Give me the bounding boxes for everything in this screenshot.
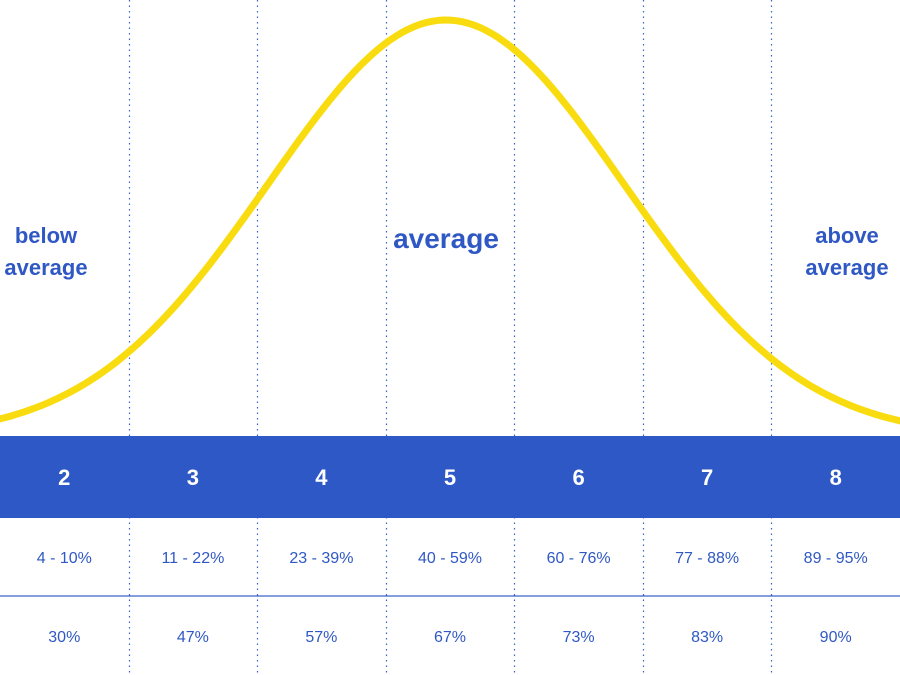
range-cell: 4 - 10% [37,550,92,567]
average-label: average [393,223,499,254]
value-cell: 30% [48,629,80,646]
range-cell: 77 - 88% [675,550,739,567]
value-cell: 90% [820,629,852,646]
score-cell: 3 [187,465,199,490]
score-band [0,436,900,518]
below-average-line-1: below [15,223,78,248]
range-row: 4 - 10% 11 - 22% 23 - 39% 40 - 59% 60 - 76% 7… [37,550,868,567]
value-row: 30% 47% 57% 67% 73% 83% 90% [48,629,851,646]
score-cell: 7 [701,465,713,490]
above-average-line-1: above [815,223,879,248]
range-cell: 60 - 76% [547,550,611,567]
range-cell: 40 - 59% [418,550,482,567]
above-average-label: above average [805,223,888,280]
range-cell: 11 - 22% [161,550,224,567]
range-cell: 23 - 39% [289,550,353,567]
below-average-line-2: average [4,255,87,280]
score-cell: 6 [572,465,584,490]
value-cell: 73% [563,629,595,646]
value-cell: 67% [434,629,466,646]
score-cell: 8 [830,465,842,490]
score-row: 2 3 4 5 6 7 8 [58,465,842,490]
range-cell: 89 - 95% [804,550,868,567]
above-average-line-2: average [805,255,888,280]
bell-curve [0,16,900,425]
score-cell: 2 [58,465,70,490]
column-dividers [128,0,773,675]
score-cell: 4 [315,465,328,490]
score-cell: 5 [444,465,456,490]
value-cell: 83% [691,629,723,646]
value-cell: 47% [177,629,209,646]
below-average-label: below average [4,223,87,280]
value-cell: 57% [305,629,337,646]
